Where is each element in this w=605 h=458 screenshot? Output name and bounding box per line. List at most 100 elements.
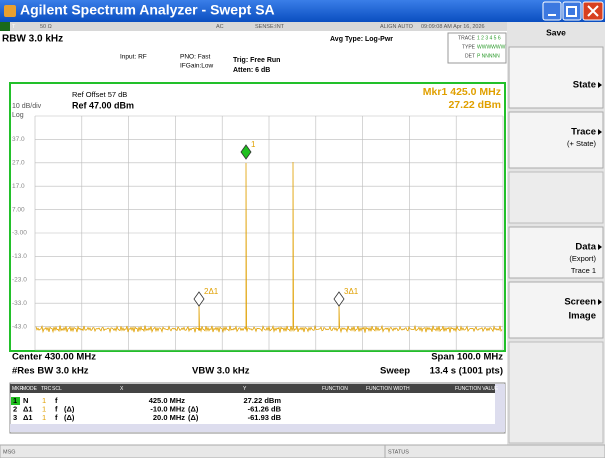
softkey-label[interactable]: Data (575, 242, 596, 253)
softkey[interactable] (508, 226, 604, 279)
marker-amplitude: 27.22 dBm (448, 99, 501, 111)
marker-mode: Δ1 (23, 413, 33, 422)
table-column-header: Y (243, 386, 247, 392)
softkey-label[interactable]: Trace 1 (571, 266, 596, 275)
marker-scale-ref: (Δ) (64, 404, 75, 413)
marker-frequency: Mkr1 425.0 MHz (423, 86, 501, 98)
graph-border (9, 82, 506, 352)
app-icon (4, 5, 16, 17)
softkey-label[interactable]: State (573, 80, 596, 91)
table-hscroll[interactable] (10, 424, 495, 432)
table-column-header: MODE (22, 386, 38, 392)
trace-box-value: 1 2 3 4 5 6 (477, 35, 501, 41)
ifgain-label: IFGain:Low (180, 63, 214, 70)
status-msg: MSG (3, 449, 16, 455)
maximize-button[interactable] (562, 1, 582, 21)
marker-label: 2Δ1 (204, 287, 219, 296)
softkey-arrow (598, 244, 602, 250)
table-column-header: MKR (12, 386, 24, 392)
softkey-label[interactable]: Screen (564, 297, 596, 308)
active-marker-cell (11, 397, 20, 405)
minimize-button[interactable] (542, 1, 562, 21)
softkey-menu-title: Save (546, 27, 566, 37)
span: Span 100.0 MHz (431, 352, 503, 363)
y-tick-label: 17.0 (12, 183, 25, 190)
y-tick-label: 37.0 (12, 136, 25, 143)
title-bar (0, 0, 605, 22)
status-item: AC (216, 24, 224, 30)
status-flag (0, 22, 10, 31)
trace-box-value: P NNNNN (477, 53, 500, 59)
marker-mode: N (23, 396, 28, 405)
y-tick-label: 7.00 (12, 206, 25, 213)
y-tick-label: -13.0 (12, 253, 27, 260)
trace-box-label: DET (465, 53, 475, 59)
softkey-label[interactable]: Image (569, 311, 596, 322)
status-label: STATUS (388, 449, 409, 455)
marker-number: 2 (13, 404, 17, 413)
marker-scale-ref: (Δ) (64, 413, 75, 422)
marker-scale: f (55, 404, 58, 413)
marker-trace: 1 (42, 404, 46, 413)
marker-trace: 1 (42, 413, 46, 422)
rbw-label: RBW 3.0 kHz (2, 34, 63, 45)
softkey[interactable] (508, 111, 604, 169)
y-tick-label: -23.0 (12, 277, 27, 284)
trace-box-value: WWWWWW (477, 44, 506, 50)
marker-x-ref: (Δ) (188, 413, 199, 422)
status-bar (0, 444, 605, 458)
marker-scale: f (55, 413, 58, 422)
marker-x: 20.0 MHz (153, 413, 185, 422)
trace-box-label: TYPE (462, 44, 476, 50)
ref-level: Ref 47.00 dBm (72, 100, 134, 110)
softkey-label[interactable]: Trace (571, 127, 596, 138)
table-column-header: FUNCTION (322, 386, 348, 392)
table-column-header: FUNCTION WIDTH (366, 386, 410, 392)
softkey[interactable] (508, 281, 604, 339)
marker-x-ref: (Δ) (188, 404, 199, 413)
softkey-empty (508, 341, 604, 444)
softkey-arrow (598, 129, 602, 135)
input-label: Input: RF (120, 54, 147, 61)
softkey-arrow (598, 299, 602, 305)
table-column-header: X (120, 386, 124, 392)
trace-box (447, 32, 507, 64)
ref-offset: Ref Offset 57 dB (72, 90, 127, 99)
marker-diamond (240, 144, 252, 160)
marker-trace: 1 (42, 396, 46, 405)
marker-label: 3Δ1 (344, 287, 359, 296)
marker-x: 425.0 MHz (149, 396, 186, 405)
marker-number: 1 (13, 396, 17, 405)
status-item: T (12, 24, 16, 30)
res-bw: #Res BW 3.0 kHz (12, 366, 89, 377)
status-item: ALIGN AUTO (380, 24, 414, 30)
table-header (10, 384, 495, 393)
marker-scale: f (55, 396, 58, 405)
table-scrollbar[interactable] (495, 384, 505, 432)
marker-diamond (193, 291, 205, 307)
softkey-label[interactable]: (+ State) (567, 139, 596, 148)
softkey-label[interactable]: (Export) (569, 254, 596, 263)
table-column-header: TRC (41, 386, 52, 392)
marker-number: 3 (13, 413, 17, 422)
sweep-label: Sweep (380, 366, 410, 377)
trace (35, 161, 503, 334)
y-tick-label: -3.00 (12, 230, 27, 237)
softkey[interactable] (508, 46, 604, 109)
window-glyphs (548, 5, 599, 17)
status-item: 09:09:08 AM Apr 16, 2026 (421, 24, 485, 30)
status-row (0, 22, 507, 31)
table-column-header: FUNCTION VALUE (455, 386, 499, 392)
marker-mode: Δ1 (23, 404, 33, 413)
sweep-time: 13.4 s (1001 pts) (430, 366, 503, 377)
scale: 10 dB/div (12, 103, 42, 110)
marker-x: -10.0 MHz (150, 404, 185, 413)
marker-diamond (333, 291, 345, 307)
avg-type-label: Avg Type: Log-Pwr (330, 36, 393, 43)
status-item: 50 Ω (40, 24, 52, 30)
scale-type: Log (12, 112, 24, 119)
y-tick-label: -43.0 (12, 323, 27, 330)
y-tick-label: -33.0 (12, 300, 27, 307)
